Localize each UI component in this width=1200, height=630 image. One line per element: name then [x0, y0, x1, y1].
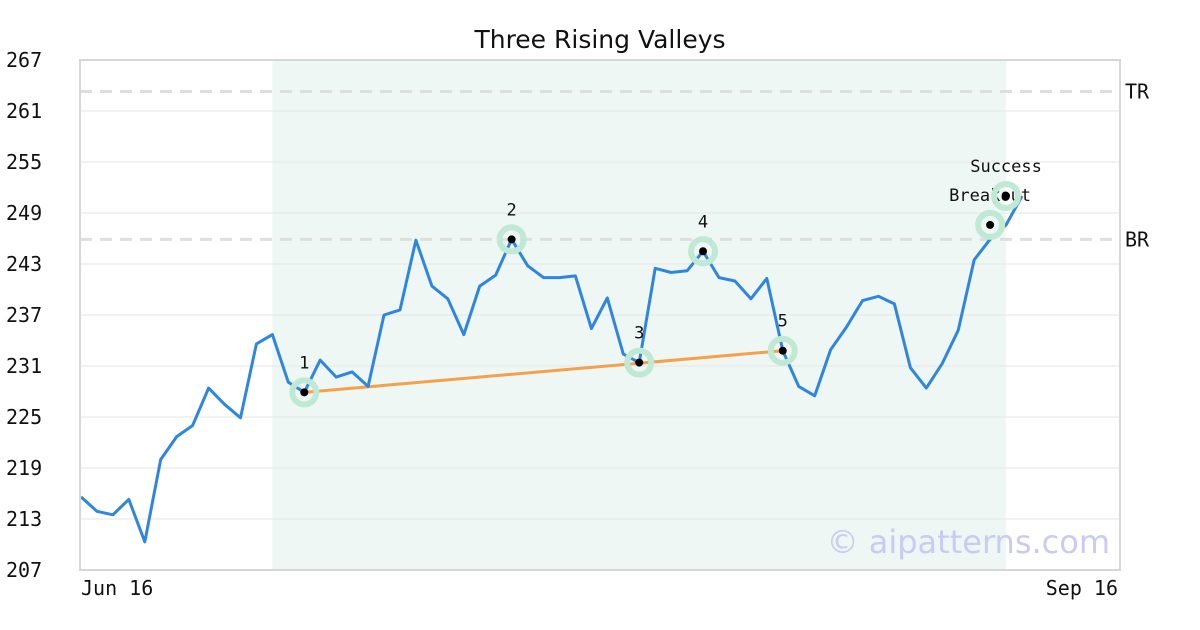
y-tick-label: 255	[6, 150, 42, 174]
y-tick-label: 213	[6, 507, 42, 531]
pattern-point-label: 3	[634, 324, 644, 344]
annotation-label-success: Success	[970, 157, 1042, 177]
x-tick-label: Sep 16	[1046, 576, 1118, 600]
x-tick-label: Jun 16	[81, 576, 153, 600]
y-tick-label: 237	[6, 303, 42, 327]
marker-layer: 1 2 3 4 5 Breakout Success	[289, 157, 1042, 408]
y-tick-label: 267	[6, 48, 42, 72]
pattern-point-2-halo	[496, 224, 527, 255]
y-tick-label: 249	[6, 201, 42, 225]
pattern-point-5-halo	[767, 335, 798, 366]
y-tick-label: 243	[6, 252, 42, 276]
x-axis-ticks: Jun 16 Sep 16	[81, 576, 1118, 600]
valley-trendline	[304, 349, 783, 394]
chart-title: Three Rising Valleys	[473, 25, 725, 54]
annotation-label-breakout: Breakout	[949, 186, 1031, 206]
pattern-point-1-halo	[289, 377, 320, 408]
annotation-success-dot	[1002, 192, 1011, 200]
pattern-point-5-dot	[778, 346, 787, 355]
y-tick-label: 207	[6, 558, 42, 582]
pattern-point-4-dot	[699, 247, 708, 256]
level-label-tr: TR	[1125, 79, 1150, 103]
y-tick-label: 261	[6, 99, 42, 123]
plot-frame	[79, 59, 1121, 571]
watermark: © aipatterns.com	[827, 523, 1110, 561]
level-label-br: BR	[1125, 227, 1150, 251]
annotation-breakout-halo	[975, 209, 1006, 240]
annotation-breakout-dot	[986, 220, 995, 229]
trendline-layer	[304, 349, 783, 394]
pattern-point-label: 5	[778, 312, 788, 332]
y-axis-ticks: 207 213 219 225 231 237 243 249 255 261 267	[6, 48, 42, 582]
pattern-point-4-halo	[688, 236, 719, 267]
level-layer: TR BR	[80, 79, 1150, 251]
pattern-point-label: 4	[698, 212, 708, 232]
pattern-point-3-dot	[635, 358, 644, 367]
pattern-point-1-dot	[300, 388, 309, 397]
pattern-point-label: 1	[299, 353, 309, 373]
price-line	[79, 195, 1024, 544]
pattern-point-label: 2	[507, 200, 517, 220]
price-line-layer	[79, 195, 1024, 544]
y-tick-label: 225	[6, 405, 42, 429]
y-tick-label: 231	[6, 354, 42, 378]
annotation-success-halo	[991, 181, 1022, 211]
y-tick-label: 219	[6, 456, 42, 480]
pattern-point-3-halo	[624, 347, 655, 378]
pattern-point-2-dot	[507, 235, 516, 244]
